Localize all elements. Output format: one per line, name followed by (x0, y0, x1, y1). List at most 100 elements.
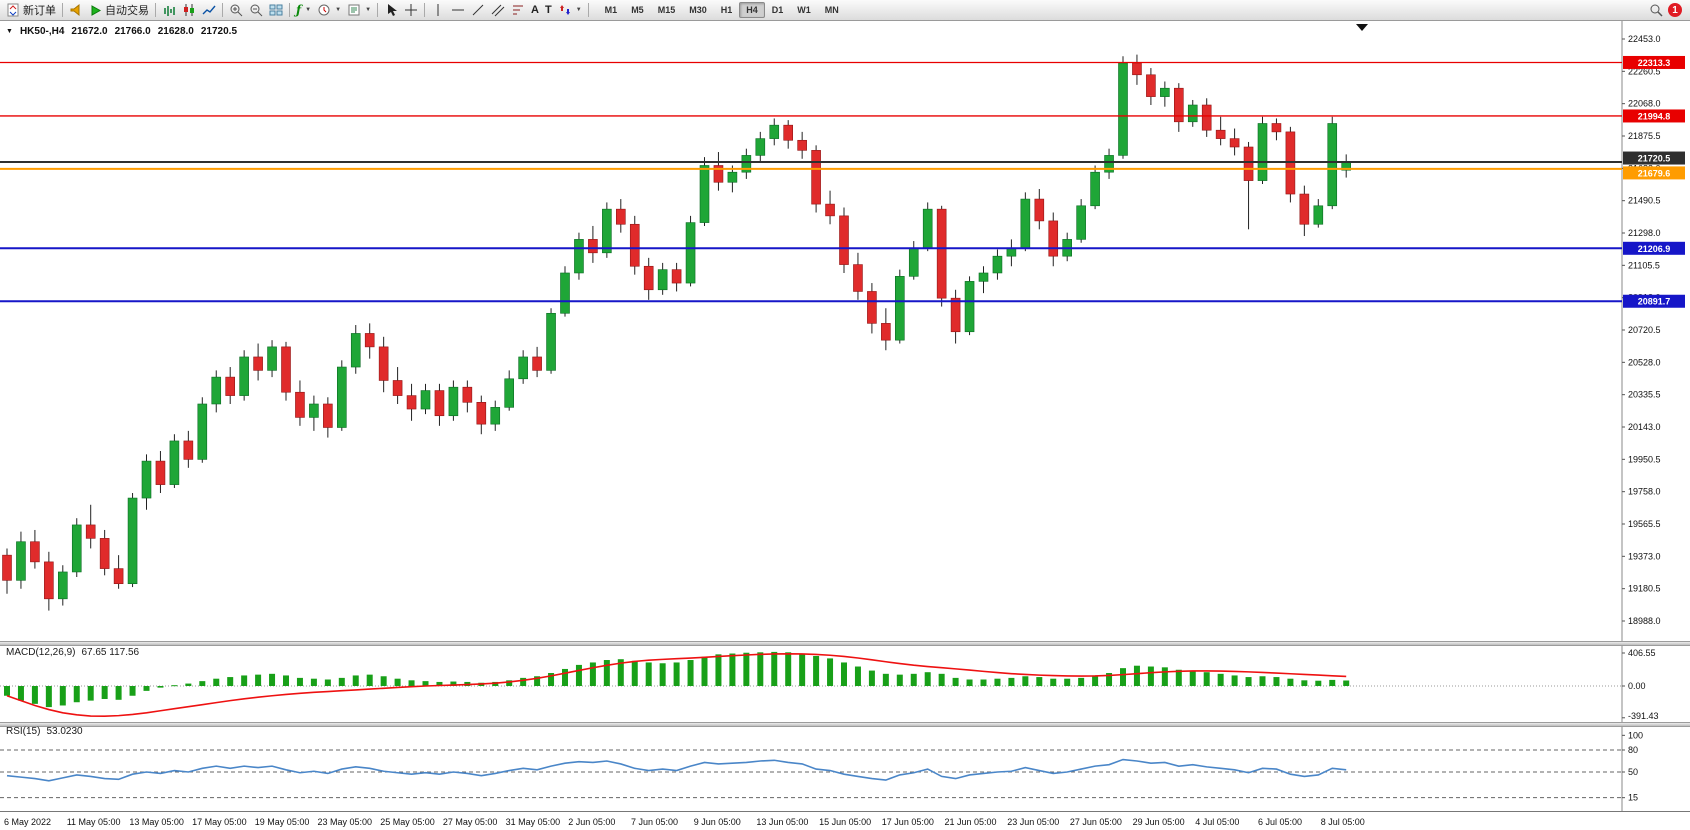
time-axis-label: 7 Jun 05:00 (631, 817, 679, 827)
timeframe-button-m1[interactable]: M1 (604, 5, 618, 15)
panel-separator[interactable] (0, 722, 1690, 727)
svg-text:21298.0: 21298.0 (1628, 228, 1661, 238)
cursor-button[interactable] (381, 1, 401, 19)
svg-text:80: 80 (1628, 745, 1638, 755)
vertical-line-icon (437, 4, 439, 16)
text-label-button[interactable]: T (542, 1, 555, 19)
svg-text:20335.5: 20335.5 (1628, 390, 1661, 400)
timeframe-button-m30[interactable]: M30 (689, 5, 707, 15)
svg-text:22453.0: 22453.0 (1628, 34, 1661, 44)
timeframe-button-m15[interactable]: M15 (657, 5, 676, 15)
channel-button[interactable] (488, 1, 508, 19)
indicators-button[interactable]: ƒ ▼ (293, 1, 314, 19)
svg-text:21105.5: 21105.5 (1628, 260, 1660, 270)
timeframe-button-m5[interactable]: M5 (631, 5, 644, 15)
tile-windows-icon (269, 4, 283, 16)
timeframe-button-d1[interactable]: D1 (771, 5, 784, 15)
chevron-down-icon: ▼ (575, 7, 582, 13)
chevron-down-icon: ▼ (335, 7, 342, 13)
macd-signal-line (6, 652, 1347, 717)
candles-layer (2, 54, 1351, 611)
toolbar-separator (289, 3, 290, 17)
zoom-in-icon (230, 4, 243, 17)
chart-bars-button[interactable] (159, 1, 179, 19)
price-chart[interactable]: 22453.022260.522068.021875.521683.021490… (0, 21, 1690, 641)
periods-menu-button[interactable]: ▼ (314, 1, 344, 19)
horn-icon (70, 3, 80, 17)
notification-badge[interactable]: 1 (1668, 3, 1682, 17)
indicators-icon: ƒ (296, 3, 302, 17)
timeframe-button-h4[interactable]: H4 (739, 2, 765, 18)
time-axis-label: 17 May 05:00 (192, 817, 247, 827)
quote-low: 21628.0 (157, 26, 194, 37)
search-icon[interactable] (1649, 3, 1663, 17)
macd-panel[interactable]: 406.55 0.00 -391.43 (0, 646, 1690, 722)
timeframe-button-h1[interactable]: H1 (720, 5, 733, 15)
new-order-button[interactable]: 新订单 (3, 1, 59, 19)
zoom-out-button[interactable] (246, 1, 266, 19)
time-axis-label: 8 Jul 05:00 (1320, 817, 1365, 827)
panel-separator[interactable] (0, 641, 1690, 646)
candlestick-icon (184, 4, 194, 16)
horizontal-line-button[interactable] (448, 1, 468, 19)
svg-text:15: 15 (1628, 793, 1638, 803)
macd-values: 67.65 117.56 (81, 647, 140, 658)
svg-text:21875.5: 21875.5 (1628, 131, 1661, 141)
text-icon: A (531, 4, 539, 16)
fibonacci-button[interactable] (508, 1, 528, 19)
rsi-line (6, 758, 1347, 782)
quote-close: 21720.5 (200, 26, 238, 37)
channel-icon (491, 4, 505, 17)
toolbar-right: 1 (1649, 3, 1687, 17)
cursor-icon (388, 4, 398, 16)
macd-histogram-layer (4, 651, 1350, 708)
fibonacci-icon (513, 5, 524, 15)
timeframe-button-w1[interactable]: W1 (797, 5, 811, 15)
svg-text:20143.0: 20143.0 (1628, 422, 1661, 432)
time-axis-label: 15 Jun 05:00 (819, 817, 872, 827)
time-axis-label: 23 Jun 05:00 (1007, 817, 1060, 827)
svg-text:21206.9: 21206.9 (1638, 244, 1671, 254)
zoom-in-button[interactable] (226, 1, 246, 19)
toolbar-separator (424, 3, 426, 17)
svg-text:21720.5: 21720.5 (1638, 154, 1671, 164)
rsi-name: RSI(15) (6, 726, 41, 737)
crosshair-button[interactable] (401, 1, 421, 19)
toolbar-separator (587, 3, 589, 17)
new-order-icon (7, 3, 19, 17)
template-icon (348, 4, 360, 16)
vertical-line-button[interactable] (428, 1, 448, 19)
arrows-button[interactable]: ▼ (555, 1, 585, 19)
horizontal-line-icon (452, 9, 465, 11)
toolbar-separator (155, 3, 156, 17)
chart-candles-button[interactable] (179, 1, 199, 19)
time-axis-label: 23 May 05:00 (317, 817, 373, 827)
svg-text:18988.0: 18988.0 (1628, 616, 1661, 626)
svg-text:50: 50 (1628, 767, 1638, 777)
time-axis[interactable]: 6 May 2022 11 May 05:00 13 May 05:00 17 May… (0, 811, 1690, 830)
clock-icon (318, 4, 330, 16)
rsi-value: 53.0230 (46, 726, 83, 737)
text-button[interactable]: A (528, 1, 542, 19)
svg-text:19758.0: 19758.0 (1628, 487, 1661, 497)
svg-text:20891.7: 20891.7 (1638, 297, 1671, 307)
rsi-panel[interactable]: 100 80 50 15 (0, 727, 1690, 811)
arrows-icon (559, 5, 570, 15)
autotrading-button[interactable]: 自动交易 (86, 1, 152, 19)
svg-text:21994.8: 21994.8 (1638, 111, 1671, 121)
new-order-label: 新订单 (23, 5, 56, 17)
alerts-button[interactable] (66, 1, 86, 19)
svg-text:-391.43: -391.43 (1628, 711, 1659, 721)
templates-button[interactable]: ▼ (344, 1, 374, 19)
timeframe-button-mn[interactable]: MN (824, 5, 839, 15)
toolbar-separator (377, 3, 379, 17)
rsi-label: RSI(15) 53.0230 (6, 726, 83, 737)
text-label-icon: T (544, 4, 552, 16)
chevron-down-icon: ▼ (305, 7, 312, 13)
tile-windows-button[interactable] (266, 1, 286, 19)
trendline-button[interactable] (468, 1, 488, 19)
autotrading-label: 自动交易 (105, 5, 149, 17)
time-axis-label: 19 May 05:00 (254, 817, 310, 827)
chart-line-button[interactable] (199, 1, 219, 19)
time-axis-label: 27 Jun 05:00 (1069, 817, 1122, 827)
